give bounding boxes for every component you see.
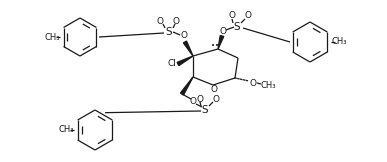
Text: O: O — [190, 97, 197, 105]
Text: O: O — [180, 31, 187, 40]
Text: ••: •• — [211, 43, 219, 49]
Text: CH₃: CH₃ — [44, 33, 60, 41]
Text: O: O — [212, 94, 219, 104]
Text: O: O — [211, 86, 217, 94]
Text: S: S — [166, 27, 172, 37]
Text: S: S — [202, 105, 208, 115]
Text: O: O — [245, 12, 252, 21]
Polygon shape — [183, 41, 193, 56]
Text: O: O — [197, 94, 204, 104]
Text: S: S — [234, 22, 240, 32]
Text: O: O — [228, 12, 236, 21]
Text: CH₃: CH₃ — [331, 37, 347, 46]
Text: CH₃: CH₃ — [260, 81, 276, 89]
Polygon shape — [218, 35, 224, 49]
Polygon shape — [177, 56, 193, 66]
Polygon shape — [180, 77, 193, 95]
Text: O: O — [219, 27, 226, 35]
Text: O: O — [156, 17, 163, 25]
Text: Cl: Cl — [168, 59, 176, 69]
Text: O: O — [173, 17, 180, 25]
Text: CH₃: CH₃ — [58, 126, 74, 134]
Text: O: O — [250, 79, 257, 87]
